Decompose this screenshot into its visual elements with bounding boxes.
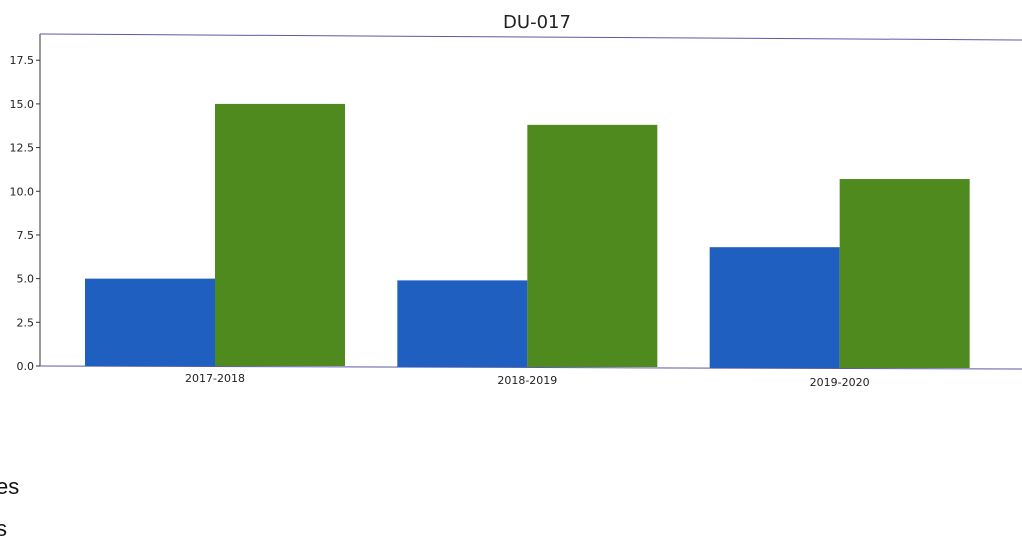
- axes: [39, 33, 1022, 370]
- chart-title: DU-017: [503, 12, 571, 33]
- x-axis-ticks: 2017-2018 2018-2019 2019-2020: [185, 372, 870, 389]
- y-tick-label: 0.0: [17, 360, 35, 373]
- bar: [709, 247, 840, 368]
- x-tick-label: 2017-2018: [185, 372, 245, 385]
- y-tick-label: 12.5: [10, 142, 35, 155]
- x-tick-label: 2018-2019: [497, 374, 557, 387]
- y-tick-label: 7.5: [17, 229, 35, 242]
- y-tick-label: 5.0: [17, 273, 35, 286]
- y-tick-label: 17.5: [10, 54, 35, 67]
- bar: [397, 280, 528, 367]
- top-frame-line: [39, 33, 1022, 41]
- clipped-text-line-2: s: [0, 516, 7, 541]
- x-tick-label: 2019-2020: [810, 376, 870, 389]
- y-axis-ticks: 0.0 2.5 5.0 7.5 10.0 12.5 15.0 17.5: [10, 54, 40, 373]
- clipped-text-line-1: es: [0, 474, 20, 499]
- y-tick-label: 2.5: [17, 316, 35, 329]
- bar: [527, 124, 658, 367]
- y-tick-label: 10.0: [10, 185, 35, 198]
- bar-chart: DU-017 0.0 2.5 5.0 7.5 10.0 12.5 15.0 17.5 2017…: [10, 12, 1022, 389]
- bar: [215, 103, 345, 366]
- bar: [839, 179, 970, 368]
- x-axis-line: [39, 365, 1022, 370]
- y-tick-label: 15.0: [10, 98, 35, 111]
- bars: [85, 103, 970, 368]
- bar: [85, 278, 215, 366]
